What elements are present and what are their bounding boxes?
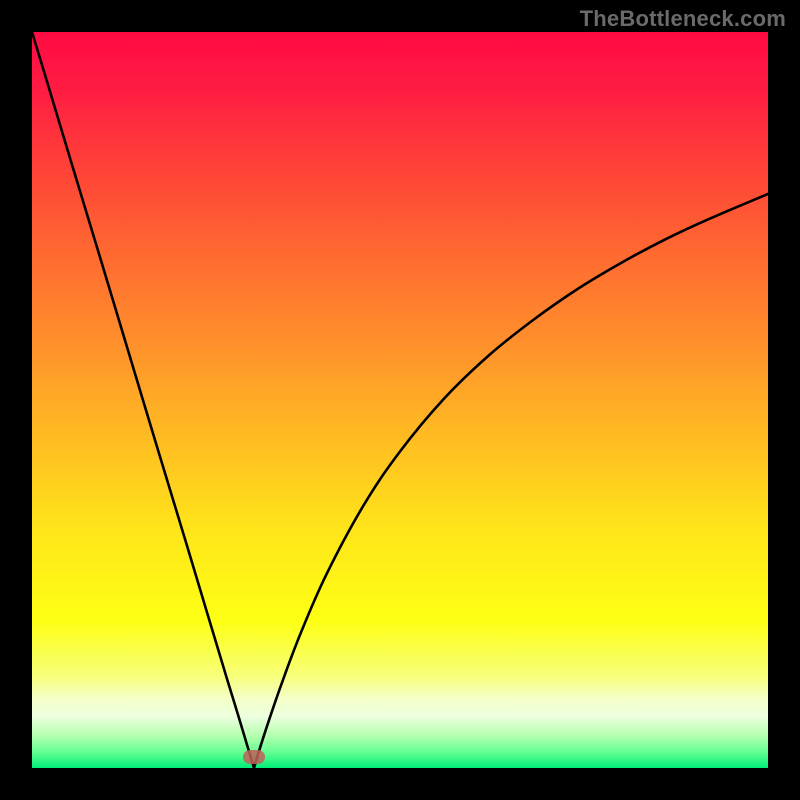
- minimum-marker: [243, 750, 265, 764]
- chart-plot-area: [32, 32, 768, 768]
- watermark-text: TheBottleneck.com: [580, 6, 786, 32]
- bottleneck-curve: [32, 32, 768, 768]
